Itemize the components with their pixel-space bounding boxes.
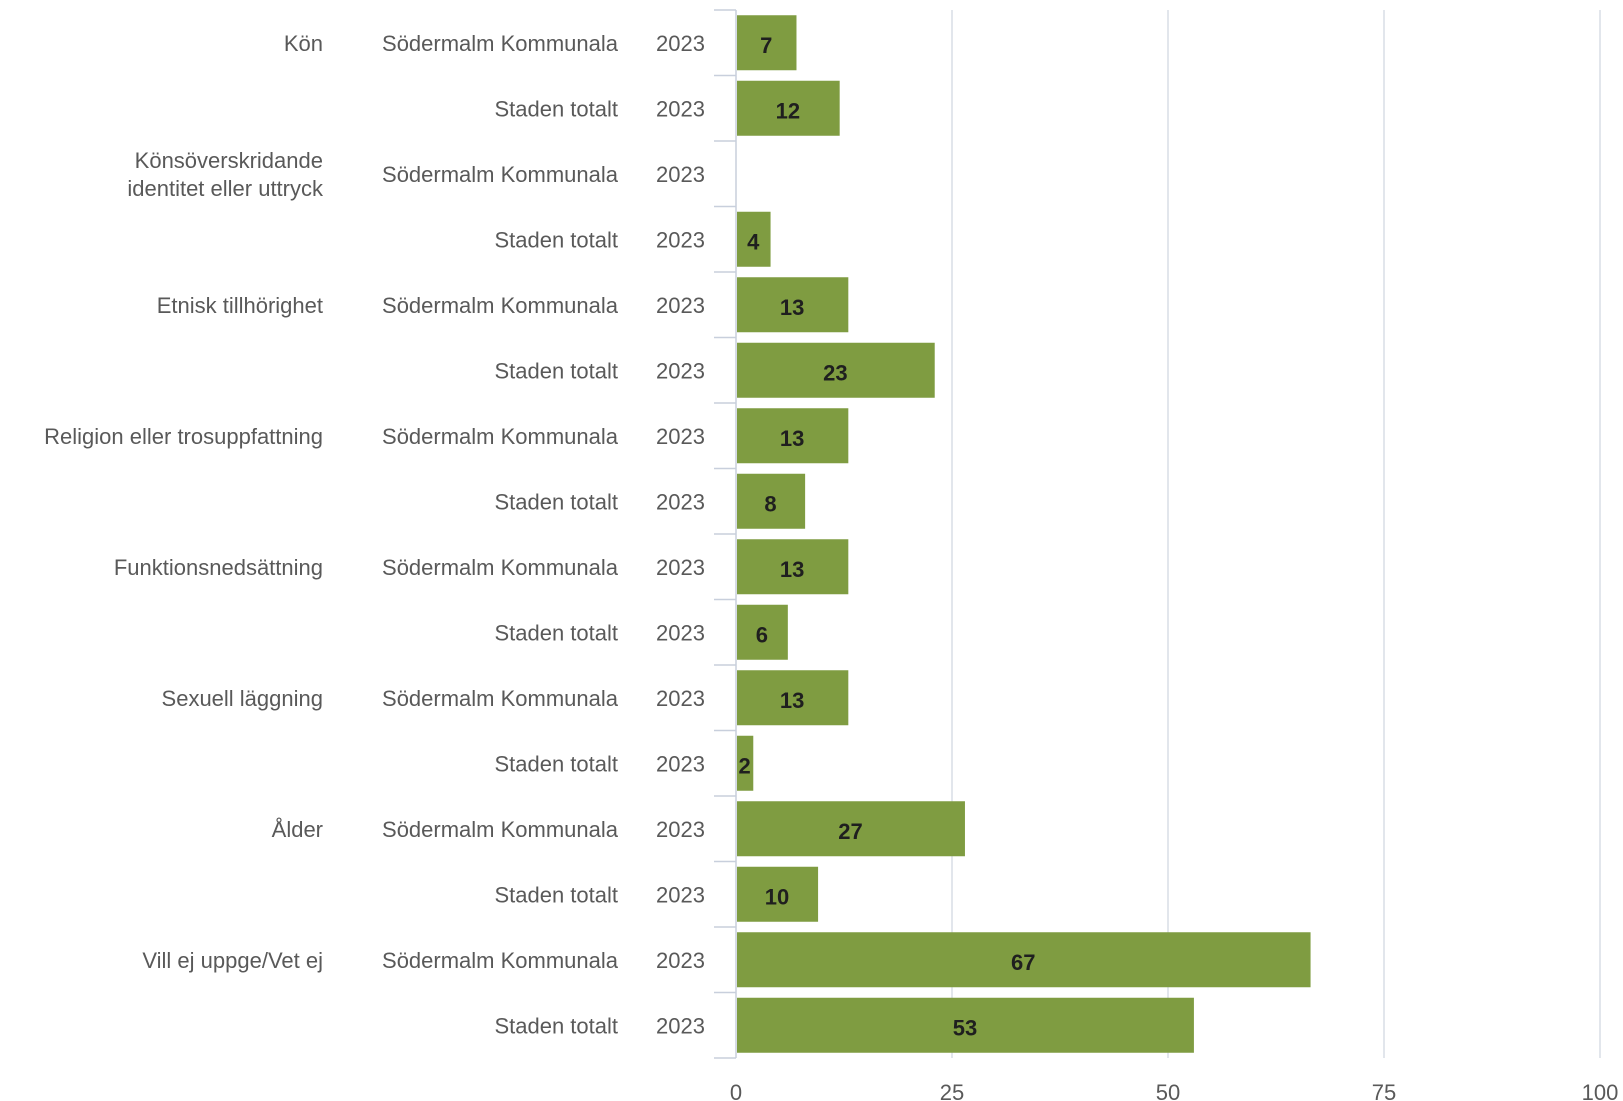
bar-value-label: 13 [780,688,804,713]
bar [737,801,965,857]
category-label: Könsöverskridande [135,148,323,173]
year-label: 2023 [656,817,705,842]
year-label: 2023 [656,1013,705,1038]
category-label: Etnisk tillhörighet [157,293,323,318]
group-label: Staden totalt [494,96,618,121]
bar [737,539,849,595]
year-label: 2023 [656,31,705,56]
year-label: 2023 [656,751,705,776]
group-label: Staden totalt [494,620,618,645]
bar [737,408,849,464]
bar-value-label: 27 [838,819,862,844]
x-tick-label: 100 [1582,1080,1619,1101]
bar-value-label: 12 [776,98,800,123]
bar-value-label: 67 [1011,950,1035,975]
group-label: Södermalm Kommunala [382,424,619,449]
bar [737,866,819,922]
bar-value-label: 6 [756,622,768,647]
year-label: 2023 [656,96,705,121]
bar-value-label: 8 [764,491,776,516]
year-label: 2023 [656,162,705,187]
category-label: Funktionsnedsättning [114,555,323,580]
year-label: 2023 [656,948,705,973]
x-tick-label: 25 [940,1080,964,1101]
bar [737,604,788,660]
bar-value-label: 23 [823,360,847,385]
bar-value-label: 4 [747,229,760,254]
x-tick-label: 0 [730,1080,742,1101]
bar [737,342,935,398]
bar [737,473,806,529]
year-label: 2023 [656,555,705,580]
x-tick-label: 50 [1156,1080,1180,1101]
group-label: Södermalm Kommunala [382,293,619,318]
group-label: Staden totalt [494,489,618,514]
category-label: Kön [284,31,323,56]
x-tick-label: 75 [1372,1080,1396,1101]
bar [737,997,1194,1053]
bar [737,211,771,267]
group-label: Staden totalt [494,882,618,907]
bar-value-label: 10 [765,884,789,909]
bar-value-label: 13 [780,295,804,320]
category-label: Religion eller trosuppfattning [44,424,323,449]
bar-value-label: 13 [780,426,804,451]
year-label: 2023 [656,489,705,514]
group-label: Staden totalt [494,358,618,383]
bar [737,670,849,726]
bar [737,932,1311,988]
bar-value-label: 53 [953,1015,977,1040]
group-label: Staden totalt [494,751,618,776]
year-label: 2023 [656,227,705,252]
bar [737,277,849,333]
bar-value-label: 7 [760,33,772,58]
category-label: Sexuell läggning [162,686,323,711]
category-label: identitet eller uttryck [127,176,324,201]
group-label: Södermalm Kommunala [382,162,619,187]
bar [737,735,754,791]
bar-value-label: 2 [739,753,751,778]
group-label: Södermalm Kommunala [382,31,619,56]
group-label: Staden totalt [494,1013,618,1038]
year-label: 2023 [656,424,705,449]
group-label: Södermalm Kommunala [382,948,619,973]
year-label: 2023 [656,882,705,907]
year-label: 2023 [656,686,705,711]
group-label: Staden totalt [494,227,618,252]
group-label: Södermalm Kommunala [382,555,619,580]
group-label: Södermalm Kommunala [382,817,619,842]
category-label: Vill ej uppge/Vet ej [142,948,323,973]
year-label: 2023 [656,620,705,645]
bar [737,80,840,136]
group-label: Södermalm Kommunala [382,686,619,711]
category-label: Ålder [272,817,323,842]
bar-value-label: 13 [780,557,804,582]
bar [737,15,797,71]
year-label: 2023 [656,358,705,383]
year-label: 2023 [656,293,705,318]
